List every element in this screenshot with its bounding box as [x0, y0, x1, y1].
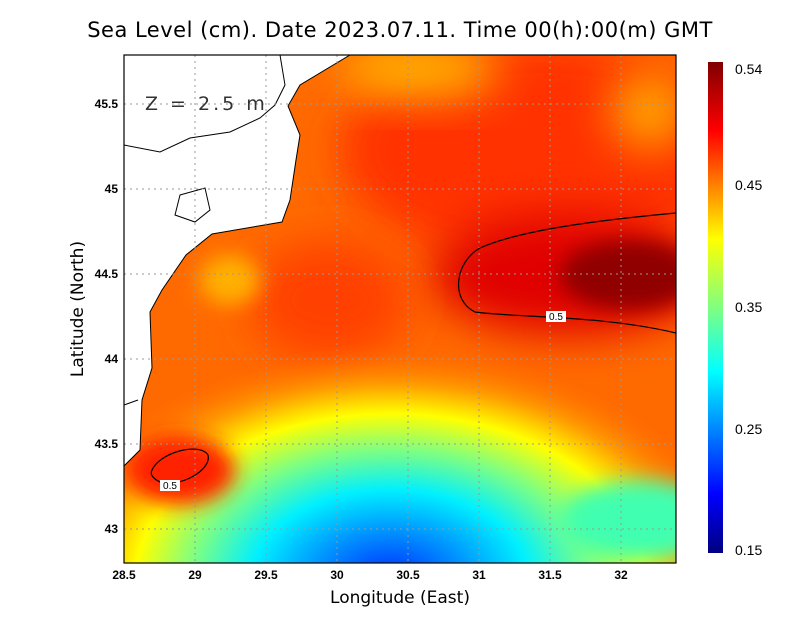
x-tick: 29 — [188, 568, 202, 582]
plot-frame — [123, 54, 677, 564]
colorbar — [708, 62, 723, 553]
chart-title: Sea Level (cm). Date 2023.07.11. Time 00… — [87, 18, 713, 42]
y-tick: 44.5 — [95, 267, 119, 281]
y-tick: 45 — [105, 182, 119, 196]
x-tick: 32 — [614, 568, 628, 582]
x-tick: 31.5 — [538, 568, 562, 582]
sea-level-field: 0.5 0.5 Z = 2.5 m — [124, 55, 676, 563]
grid — [124, 55, 676, 563]
x-tick: 31 — [472, 568, 486, 582]
contour-0.5-east — [458, 212, 676, 334]
contour-label-east: 0.5 — [549, 312, 563, 323]
lake-outline — [174, 187, 211, 223]
x-axis-label: Longitude (East) — [330, 588, 470, 608]
depth-annotation: Z = 2.5 m — [145, 93, 268, 115]
y-tick: 45.5 — [95, 97, 119, 111]
x-tick: 28.5 — [112, 568, 136, 582]
contour-0.5-southwest — [150, 448, 209, 484]
y-tick: 44 — [105, 352, 119, 366]
colorbar-tick: 0.35 — [735, 299, 762, 315]
inner-coastline — [124, 55, 286, 153]
y-tick: 43.5 — [95, 437, 119, 451]
coastline — [124, 55, 351, 467]
land-mask — [124, 55, 350, 466]
colorbar-ticks: 0.54 0.45 0.35 0.25 0.15 — [735, 61, 762, 558]
x-tick: 29.5 — [254, 568, 278, 582]
colorbar-tick: 0.15 — [735, 542, 762, 558]
colorbar-tick: 0.45 — [735, 177, 762, 193]
contour-label-southwest: 0.5 — [163, 481, 177, 492]
x-ticks: 28.5 29 29.5 30 30.5 31 31.5 32 — [112, 568, 628, 582]
colorbar-tick: 0.54 — [735, 61, 762, 77]
x-tick: 30.5 — [396, 568, 420, 582]
y-tick: 43 — [105, 522, 119, 536]
colorbar-tick: 0.25 — [735, 421, 762, 437]
y-ticks: 43 43.5 44 44.5 45 45.5 — [95, 97, 119, 536]
x-tick: 30 — [330, 568, 344, 582]
